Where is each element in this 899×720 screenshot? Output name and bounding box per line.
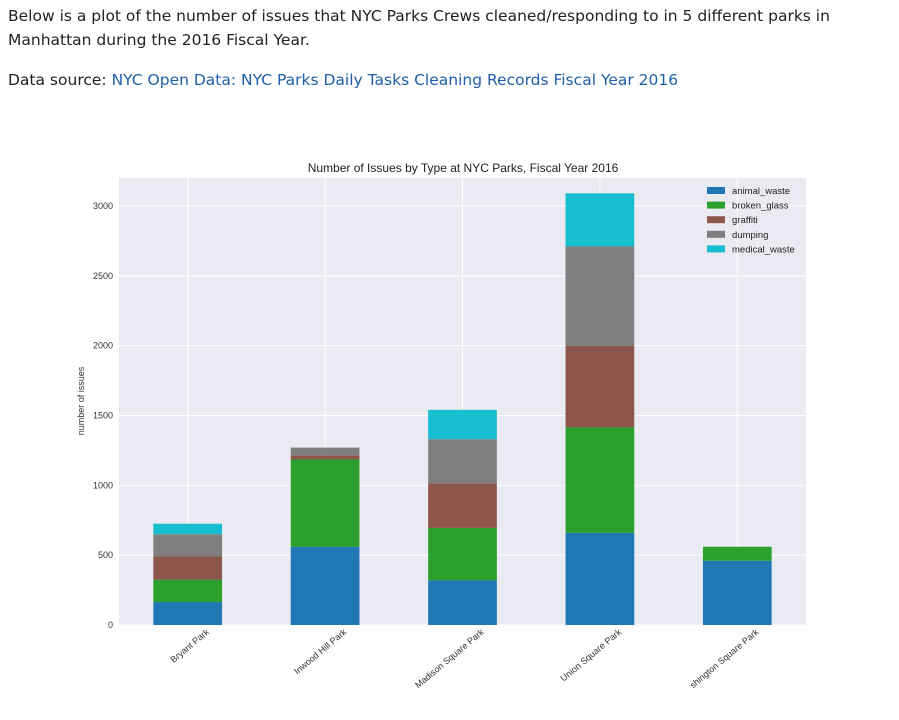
y-tick-label: 2000 bbox=[93, 341, 113, 351]
chart-title: Number of Issues by Type at NYC Parks, F… bbox=[308, 161, 619, 175]
bar-segment-animal_waste bbox=[290, 546, 360, 625]
y-tick-label: 1500 bbox=[93, 410, 113, 420]
legend-swatch-broken_glass bbox=[707, 201, 725, 209]
x-tick-label: shington Square Park bbox=[688, 627, 761, 691]
x-tick-labels: Bryant Park Inwood Hill Park Madison Squar… bbox=[169, 627, 761, 691]
x-tick-label: Union Square Park bbox=[559, 627, 624, 684]
legend-label-animal_waste: animal_waste bbox=[732, 186, 790, 197]
legend-label-dumping: dumping bbox=[732, 230, 768, 241]
legend-label-medical_waste: medical_waste bbox=[732, 244, 795, 255]
y-tick-label: 500 bbox=[98, 550, 113, 560]
legend-swatch-graffiti bbox=[707, 216, 725, 224]
bar-segment-dumping bbox=[565, 246, 635, 346]
bar-segment-medical_waste bbox=[428, 409, 497, 440]
bar-segment-broken_glass bbox=[428, 527, 497, 581]
legend-swatch-animal_waste bbox=[707, 187, 725, 194]
legend-swatch-dumping bbox=[707, 230, 725, 238]
intro-paragraph: Below is a plot of the number of issues … bbox=[8, 7, 830, 49]
bar-segment-graffiti bbox=[565, 345, 635, 428]
bars bbox=[153, 193, 772, 625]
legend-swatch-medical_waste bbox=[707, 245, 725, 253]
bar-segment-broken_glass bbox=[153, 579, 223, 602]
bar-segment-medical_waste bbox=[565, 193, 635, 247]
legend: animal_waste broken_glass graffiti dumping m… bbox=[707, 186, 795, 255]
y-axis-label: number of issues bbox=[76, 366, 86, 435]
bar-segment-animal_waste bbox=[428, 580, 497, 625]
bar-segment-broken_glass bbox=[565, 427, 635, 533]
bar-segment-dumping bbox=[290, 447, 360, 456]
bar-segment-graffiti bbox=[428, 483, 497, 528]
bar-segment-medical_waste bbox=[153, 523, 223, 535]
bar-segment-graffiti bbox=[290, 455, 360, 460]
data-source-line: Data source: NYC Open Data: NYC Parks Da… bbox=[8, 68, 678, 92]
data-source-prefix: Data source: bbox=[8, 71, 112, 89]
y-tick-label: 0 bbox=[108, 620, 113, 630]
bar-segment-graffiti bbox=[153, 556, 223, 580]
y-tick-label: 1000 bbox=[93, 480, 113, 490]
x-tick-label: Bryant Park bbox=[169, 627, 212, 665]
bar-segment-animal_waste bbox=[153, 601, 223, 625]
bar-segment-animal_waste bbox=[702, 560, 772, 625]
legend-label-broken_glass: broken_glass bbox=[732, 201, 789, 212]
bar-segment-animal_waste bbox=[565, 532, 635, 625]
y-tick-label: 3000 bbox=[93, 201, 113, 211]
x-tick-label: Inwood Hill Park bbox=[292, 627, 349, 677]
bar-segment-dumping bbox=[428, 439, 497, 484]
y-tick-label: 2500 bbox=[93, 271, 113, 281]
y-tick-labels: 0 500 1000 1500 2000 2500 3000 bbox=[93, 201, 113, 630]
bar-segment-dumping bbox=[153, 534, 223, 557]
legend-label-graffiti: graffiti bbox=[732, 215, 758, 226]
bar-segment-broken_glass bbox=[290, 459, 360, 547]
x-tick-label: Madison Square Park bbox=[413, 627, 486, 691]
bar-segment-broken_glass bbox=[702, 546, 772, 561]
data-source-link[interactable]: NYC Open Data: NYC Parks Daily Tasks Cle… bbox=[111, 71, 679, 89]
